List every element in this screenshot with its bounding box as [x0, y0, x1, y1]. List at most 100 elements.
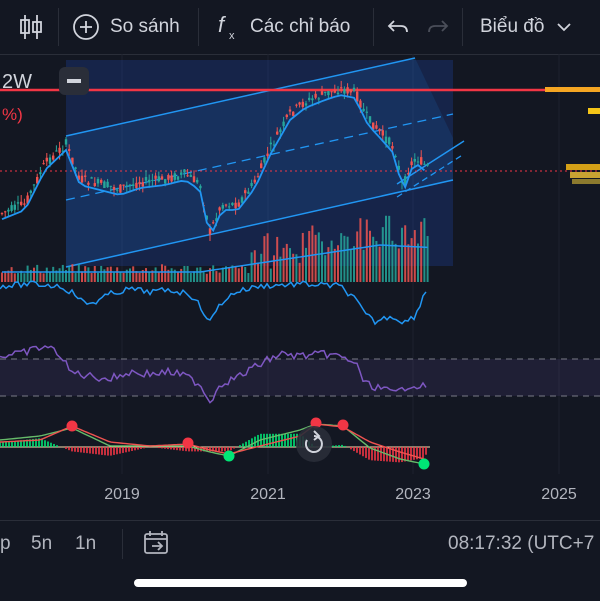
histogram-bar [17, 440, 19, 447]
candle-body [263, 157, 266, 163]
chart-area[interactable]: 2W %) 2019 2021 2023 2025 [0, 54, 600, 520]
bottom-toolbar: p 5n 1n 08:17:32 (UTC+7 [0, 520, 600, 601]
compare-button[interactable]: So sánh [72, 0, 180, 54]
candle-body [138, 182, 141, 185]
histogram-bar [209, 447, 211, 452]
histogram-bar [161, 447, 163, 449]
histogram-bar [41, 439, 43, 447]
histogram-bar [341, 444, 343, 447]
histogram-bar [185, 447, 187, 452]
histogram-bar [401, 447, 403, 463]
time-axis[interactable]: 2019 2021 2023 2025 [104, 486, 577, 503]
volume-bar [401, 227, 403, 282]
volume-bar [282, 247, 285, 282]
candle-body [199, 185, 202, 189]
candle-body [132, 184, 135, 187]
histogram-bar [422, 447, 424, 459]
interval-label: 2W [2, 71, 32, 93]
histogram-bar [77, 447, 79, 453]
candle-body [4, 211, 7, 213]
volume-bar [90, 273, 93, 282]
volume-bar [356, 231, 359, 282]
clock-timezone[interactable]: 08:17:32 (UTC+7 [448, 533, 595, 554]
time-axis-label: 2019 [104, 486, 140, 503]
interval-option-5n[interactable]: 5n [31, 533, 53, 554]
candle-body [272, 144, 276, 146]
candle-body [359, 100, 362, 108]
volume-bar [97, 272, 99, 282]
histogram-bar [143, 447, 145, 449]
volume-bar [33, 267, 35, 282]
bottom-separator [122, 529, 123, 559]
parallel-channel[interactable] [65, 57, 465, 268]
histogram-bar [14, 440, 16, 447]
histogram-bar [83, 447, 85, 453]
candle-body [298, 102, 301, 105]
histogram-bar [389, 447, 391, 462]
chart-canvas[interactable]: 2W %) 2019 2021 2023 2025 [0, 54, 600, 520]
candle-body [250, 182, 253, 187]
candle-body [189, 175, 192, 177]
candle-body [324, 91, 327, 93]
redo-button[interactable] [426, 0, 450, 54]
histogram-bar [287, 433, 289, 447]
candle-body [196, 179, 199, 183]
volume-bar [42, 273, 45, 282]
candle-body [231, 202, 234, 206]
interval-option-p[interactable]: p [0, 533, 11, 554]
candle-body [212, 222, 215, 224]
histogram-bar [0, 442, 1, 447]
histogram-bar [182, 447, 184, 451]
histogram-bar [230, 447, 232, 451]
histogram-bar [32, 438, 34, 447]
collapse-legend-button[interactable] [59, 67, 89, 95]
histogram-bar [392, 447, 394, 462]
candle-body [148, 179, 151, 183]
chart-type-button[interactable] [18, 0, 44, 54]
candle-body [253, 179, 256, 183]
histogram-bar [344, 445, 346, 447]
volume-bar [385, 215, 387, 282]
volume-bar [39, 271, 42, 282]
candle-body [247, 191, 250, 194]
candle-body [45, 157, 48, 162]
histogram-bar [176, 447, 178, 451]
candle-body [279, 129, 282, 133]
candle-body [71, 157, 74, 165]
histogram-bar [332, 445, 334, 447]
interval-option-1n[interactable]: 1n [75, 533, 97, 554]
candle-body [109, 185, 112, 187]
toolbar-separator [462, 8, 463, 46]
chart-layout-button[interactable]: Biểu đồ [480, 0, 574, 54]
histogram-bar [5, 441, 7, 447]
volume-bar [74, 273, 77, 282]
volume-bar [394, 243, 397, 282]
histogram-bar [2, 442, 4, 447]
volume-bar [177, 272, 179, 282]
volume-bar [346, 236, 349, 282]
chart-label: Biểu đồ [480, 16, 545, 37]
indicators-button[interactable]: f x Các chỉ báo [216, 0, 350, 54]
volume-bar [109, 266, 112, 282]
volume-bar [180, 268, 183, 282]
undo-button[interactable] [386, 0, 410, 54]
calendar-goto-icon[interactable] [143, 530, 171, 556]
volume-bar [183, 265, 186, 282]
candle-body [224, 204, 228, 206]
candlestick-icon [20, 15, 42, 39]
reset-icon [313, 430, 321, 441]
histogram-bar [212, 447, 214, 452]
candle-body [394, 155, 397, 157]
histogram-bar [404, 447, 406, 462]
candle-body [368, 116, 372, 123]
volume-bar [65, 270, 67, 282]
volume-bar [426, 236, 429, 282]
volume-bar [129, 268, 131, 282]
candle-body [244, 190, 247, 194]
toolbar-separator [198, 8, 199, 46]
reset-chart-button[interactable] [296, 426, 332, 462]
volume-bar [225, 266, 227, 282]
histogram-bar [179, 447, 181, 451]
candle-body [164, 179, 167, 184]
volume-bar [209, 268, 211, 282]
